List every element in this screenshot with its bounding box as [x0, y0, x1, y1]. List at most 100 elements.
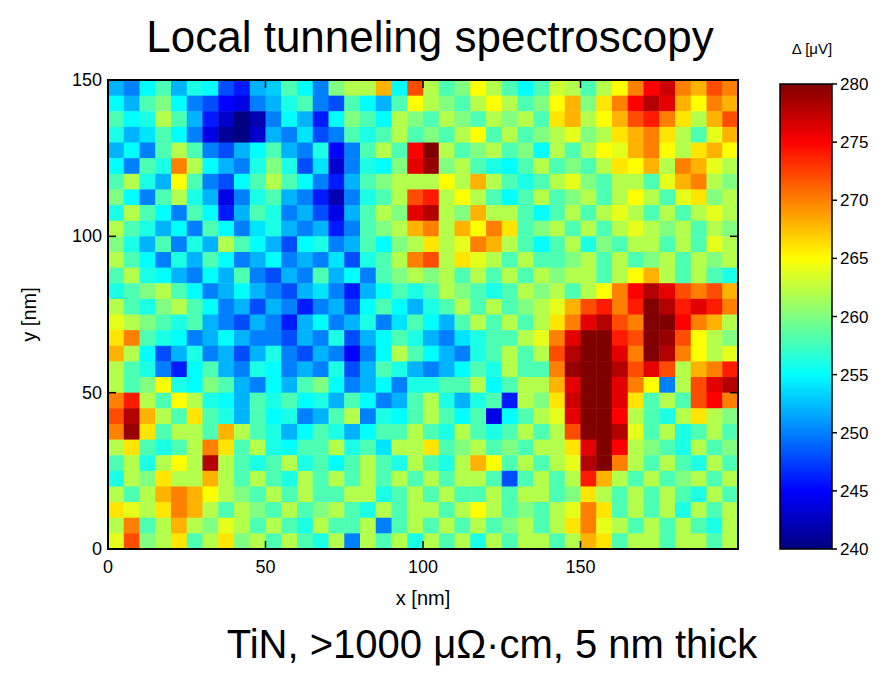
cell [518, 533, 534, 549]
cell [644, 440, 660, 456]
cell [392, 283, 408, 299]
cell [470, 158, 486, 174]
cell [376, 299, 392, 315]
cell [344, 440, 360, 456]
cell [518, 96, 534, 112]
cell [502, 533, 518, 549]
x-tick-label: 150 [565, 557, 595, 577]
cell [722, 486, 738, 502]
cell [502, 268, 518, 284]
cell [659, 205, 675, 221]
cell [171, 346, 187, 362]
cell [234, 424, 250, 440]
cell [266, 315, 282, 331]
cell [644, 377, 660, 393]
cell [533, 143, 549, 159]
cell [612, 393, 628, 409]
cell [407, 111, 423, 127]
cell [297, 299, 313, 315]
cell [722, 440, 738, 456]
cell [455, 361, 471, 377]
cell [581, 252, 597, 268]
cell [581, 221, 597, 237]
cell [486, 533, 502, 549]
cell [297, 518, 313, 534]
cell [250, 236, 266, 252]
cell [218, 283, 234, 299]
cell [675, 361, 691, 377]
cell [470, 283, 486, 299]
colorbar-tick [832, 490, 837, 492]
cell [250, 377, 266, 393]
cell [155, 471, 171, 487]
cell [455, 408, 471, 424]
cell [203, 299, 219, 315]
cell [612, 221, 628, 237]
cell [533, 174, 549, 190]
cell [675, 221, 691, 237]
cell [707, 502, 723, 518]
cell [124, 408, 140, 424]
cell [344, 127, 360, 143]
cell [549, 518, 565, 534]
cell [533, 424, 549, 440]
cell [140, 80, 156, 96]
cell [155, 252, 171, 268]
cell [407, 127, 423, 143]
cell [376, 315, 392, 331]
cell [155, 361, 171, 377]
cell [297, 393, 313, 409]
cell [140, 236, 156, 252]
cell [281, 205, 297, 221]
cell [486, 205, 502, 221]
cell [707, 189, 723, 205]
cell [423, 111, 439, 127]
cell [722, 111, 738, 127]
cell [628, 471, 644, 487]
cell [218, 486, 234, 502]
cell [470, 393, 486, 409]
cell [691, 486, 707, 502]
cell [470, 236, 486, 252]
cell [155, 80, 171, 96]
cell [281, 424, 297, 440]
cell [486, 80, 502, 96]
cell [691, 236, 707, 252]
x-tick [580, 541, 582, 549]
cell [140, 189, 156, 205]
cell [250, 471, 266, 487]
cell [502, 393, 518, 409]
colorbar-tick-label: 255 [840, 366, 868, 385]
cell [376, 80, 392, 96]
cell [376, 205, 392, 221]
cell [297, 377, 313, 393]
cell [313, 252, 329, 268]
cell [502, 518, 518, 534]
cell [455, 471, 471, 487]
cell [644, 189, 660, 205]
cell [171, 283, 187, 299]
cell [612, 189, 628, 205]
cell [234, 502, 250, 518]
cell [297, 440, 313, 456]
cell [707, 330, 723, 346]
cell [486, 518, 502, 534]
cell [581, 189, 597, 205]
cell [502, 455, 518, 471]
cell [407, 471, 423, 487]
y-tick [108, 548, 116, 550]
cell [376, 127, 392, 143]
cell [565, 283, 581, 299]
cell [108, 518, 124, 534]
cell [675, 377, 691, 393]
cell [581, 518, 597, 534]
cell [392, 361, 408, 377]
cell [297, 205, 313, 221]
cell [281, 236, 297, 252]
cell [218, 96, 234, 112]
cell [486, 377, 502, 393]
cell [108, 346, 124, 362]
cell [659, 330, 675, 346]
cell [486, 283, 502, 299]
cell [376, 393, 392, 409]
